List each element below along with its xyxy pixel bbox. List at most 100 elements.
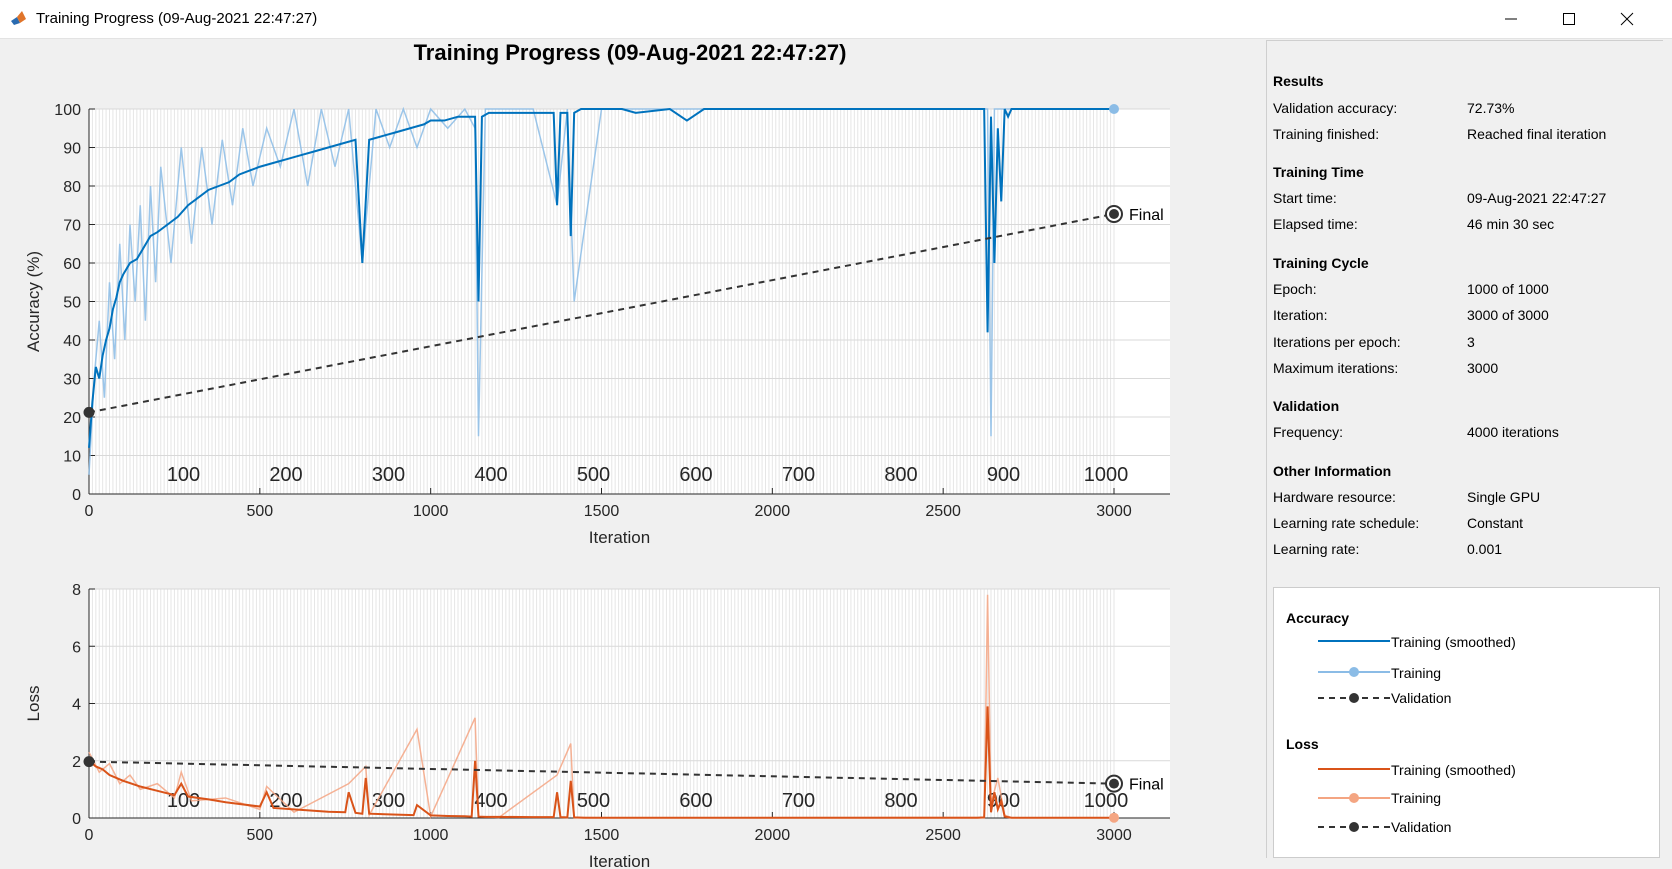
row-value: 3 [1467,334,1475,350]
accuracy-final-annotation: Final [1129,207,1164,224]
loss-epoch-label: 500 [577,790,610,812]
row-value: 46 min 30 sec [1467,216,1555,232]
maximize-icon [1563,13,1575,25]
loss-final-annotation: Final [1129,777,1164,794]
section-title-training-time: Training Time [1273,164,1364,180]
accuracy-epoch-label: 100 [167,464,200,486]
accuracy-training-line [88,106,1114,475]
row-label: Learning rate schedule: [1273,515,1420,531]
legend-item: Validation [1391,690,1452,706]
loss-training-last-point [1109,812,1119,823]
accuracy-epoch-label: 800 [884,464,917,486]
legend-item: Validation [1391,819,1452,835]
accuracy-y-tick-label: 90 [63,141,81,158]
plot-area: Training Progress (09-Aug-2021 22:47:27)… [0,38,1262,869]
accuracy-x-tick-label: 3000 [1096,503,1132,520]
loss-x-tick-label: 3000 [1096,827,1132,844]
loss-epoch-label: 700 [782,790,815,812]
accuracy-y-tick-label: 40 [63,333,81,350]
loss-x-tick-label: 1000 [413,827,449,844]
accuracy-y-tick-label: 100 [54,102,81,119]
loss-y-tick-label: 6 [72,639,81,656]
accuracy-y-tick-label: 20 [63,410,81,427]
accuracy-training-last-point [1109,104,1119,114]
legend-item: Training [1391,665,1442,681]
close-button[interactable] [1598,0,1656,38]
close-icon [1620,12,1634,26]
row-label: Elapsed time: [1273,216,1358,232]
legend-item: Training [1391,790,1442,806]
window-title: Training Progress (09-Aug-2021 22:47:27) [36,10,318,27]
accuracy-x-axis-label: Iteration [589,528,650,547]
row-label: Iterations per epoch: [1273,334,1401,350]
loss-epoch-label: 200 [269,790,302,812]
accuracy-y-tick-label: 50 [63,295,81,312]
accuracy-validation-line [88,213,1115,414]
chart-title: Training Progress (09-Aug-2021 22:47:27) [414,40,847,65]
loss-y-axis-label: Loss [24,686,43,722]
row-label: Training finished: [1273,126,1380,142]
legend-item: Training (smoothed) [1391,634,1516,650]
legend-item: Training (smoothed) [1391,762,1516,778]
legend [1273,587,1660,858]
row-value: 09-Aug-2021 22:47:27 [1467,190,1607,206]
row-value: Constant [1467,515,1524,531]
legend-symbol-accuracy-smoothed [1318,640,1390,642]
legend-symbol-loss-validation [1318,822,1390,832]
loss-training-line [88,594,1114,820]
loss-x-tick-label: 1500 [584,827,620,844]
accuracy-y-tick-label: 60 [63,256,81,273]
loss-epoch-label: 400 [474,790,507,812]
loss-final-marker [1109,778,1119,789]
accuracy-x-tick-label: 1500 [584,503,620,520]
legend-title-accuracy: Accuracy [1286,610,1350,626]
legend-symbol-loss-smoothed [1318,768,1390,770]
loss-y-tick-label: 8 [72,582,81,599]
minimize-button[interactable] [1482,0,1540,38]
accuracy-epoch-label: 1000 [1084,464,1129,486]
accuracy-y-tick-label: 80 [63,179,81,196]
accuracy-y-tick-label: 10 [63,449,81,466]
loss-validation-line [88,760,1115,785]
row-value: Single GPU [1467,489,1541,505]
loss-y-tick-label: 2 [72,754,81,771]
accuracy-final-marker [1109,208,1119,219]
row-label: Validation accuracy: [1273,100,1398,116]
maximize-button[interactable] [1540,0,1598,38]
legend-symbol-loss-training [1318,793,1390,803]
loss-x-tick-label: 0 [85,827,94,844]
accuracy-y-tick-label: 30 [63,372,81,389]
legend-symbol-accuracy-training [1318,667,1390,677]
window-titlebar: Training Progress (09-Aug-2021 22:47:27) [0,0,1672,39]
matlab-logo-icon [10,9,30,29]
loss-epoch-label: 1000 [1084,790,1129,812]
row-label: Epoch: [1273,281,1317,297]
row-value: 3000 of 3000 [1467,307,1549,323]
loss-x-tick-label: 2000 [755,827,791,844]
section-title-validation: Validation [1273,398,1340,414]
loss-x-axis-label: Iteration [589,852,650,869]
accuracy-x-tick-label: 1000 [413,503,449,520]
accuracy-epoch-label: 200 [269,464,302,486]
loss-epoch-label: 800 [884,790,917,812]
legend-symbol-accuracy-validation [1318,693,1390,703]
accuracy-epoch-label: 300 [372,464,405,486]
accuracy-y-tick-label: 0 [72,487,81,504]
loss-y-tick-label: 0 [72,811,81,828]
section-title-training-cycle: Training Cycle [1273,255,1369,271]
row-value: 0.001 [1467,541,1503,557]
accuracy-training-smoothed-line [88,107,1114,448]
accuracy-y-tick-label: 70 [63,218,81,235]
row-label: Learning rate: [1273,541,1360,557]
loss-x-tick-label: 2500 [925,827,961,844]
row-value: 3000 [1467,360,1499,376]
row-value: 4000 iterations [1467,424,1559,440]
accuracy-x-tick-label: 0 [85,503,94,520]
accuracy-epoch-label: 600 [679,464,712,486]
row-value: Reached final iteration [1467,126,1607,142]
accuracy-epoch-label: 700 [782,464,815,486]
accuracy-y-axis-label: Accuracy (%) [24,251,43,352]
row-label: Iteration: [1273,307,1328,323]
accuracy-x-tick-label: 500 [246,503,273,520]
accuracy-epoch-label: 500 [577,464,610,486]
